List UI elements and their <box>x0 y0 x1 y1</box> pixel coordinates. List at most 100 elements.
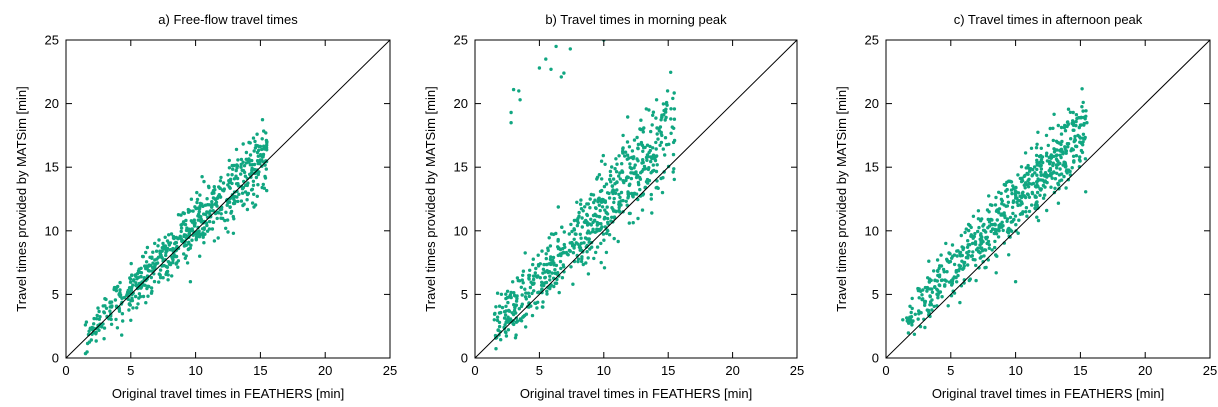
data-point <box>1012 186 1016 191</box>
data-point <box>527 294 531 299</box>
data-point <box>164 272 168 277</box>
data-point <box>1016 231 1020 235</box>
data-point <box>183 222 188 227</box>
data-point <box>925 285 930 290</box>
y-tick-label: 15 <box>865 160 879 175</box>
data-point <box>543 276 547 280</box>
data-point <box>240 191 245 195</box>
data-point <box>641 158 645 162</box>
data-point <box>521 314 526 319</box>
data-point <box>636 159 640 163</box>
data-point <box>139 275 143 279</box>
data-point <box>552 284 556 289</box>
data-point <box>974 248 979 252</box>
data-point <box>165 249 169 253</box>
data-point <box>549 255 553 259</box>
data-point <box>641 149 645 153</box>
data-point <box>626 191 631 195</box>
data-point <box>546 246 550 250</box>
data-point <box>970 254 974 258</box>
data-point <box>913 312 917 316</box>
data-point <box>950 279 955 283</box>
data-point <box>650 156 654 161</box>
data-point <box>617 200 622 205</box>
data-point <box>153 241 157 246</box>
data-point <box>141 254 145 259</box>
data-point <box>176 265 180 269</box>
data-point <box>987 194 991 198</box>
data-point <box>649 192 653 197</box>
data-point <box>577 210 581 215</box>
data-point <box>662 170 666 174</box>
data-point <box>243 174 248 178</box>
data-point <box>937 273 942 277</box>
data-point <box>256 183 260 187</box>
data-point <box>226 183 230 187</box>
data-point <box>1083 135 1087 140</box>
data-point <box>117 309 122 313</box>
data-point <box>630 149 635 153</box>
data-point <box>598 199 602 203</box>
data-point <box>1049 174 1053 178</box>
data-point <box>219 216 223 220</box>
data-point <box>994 195 998 200</box>
data-point <box>586 202 590 206</box>
data-point <box>1039 163 1043 168</box>
data-point <box>997 229 1001 233</box>
data-point <box>513 336 518 340</box>
data-point <box>166 260 171 264</box>
data-point <box>1060 139 1064 144</box>
data-point <box>627 221 631 225</box>
data-point <box>198 254 202 258</box>
data-point <box>197 229 201 233</box>
data-point <box>654 116 658 120</box>
data-point <box>1027 177 1031 181</box>
data-point <box>559 266 563 271</box>
data-point <box>1036 130 1040 134</box>
data-point <box>231 214 235 219</box>
data-point <box>957 269 961 273</box>
data-point <box>1041 183 1046 188</box>
data-point <box>544 57 548 61</box>
data-point <box>927 279 932 284</box>
data-point <box>603 200 608 204</box>
data-point <box>155 261 160 265</box>
data-point <box>202 226 206 230</box>
data-point <box>1008 215 1013 220</box>
data-point <box>184 243 188 247</box>
data-point <box>542 262 546 267</box>
data-point <box>963 230 967 235</box>
data-point <box>515 296 519 301</box>
x-tick-label: 25 <box>790 363 804 378</box>
data-point <box>999 225 1004 229</box>
data-point <box>1054 154 1058 158</box>
data-point <box>1040 155 1045 159</box>
data-point <box>556 237 560 242</box>
data-point <box>906 331 911 335</box>
data-point <box>624 199 628 203</box>
data-point <box>569 222 573 227</box>
data-point <box>1073 138 1078 142</box>
data-point <box>669 131 673 135</box>
x-tick-label: 20 <box>318 363 332 378</box>
data-point <box>515 294 519 298</box>
data-point <box>156 244 160 248</box>
data-point <box>232 201 237 206</box>
data-point <box>1070 166 1074 170</box>
data-point <box>910 306 914 311</box>
data-point <box>960 259 964 263</box>
data-point <box>636 146 640 150</box>
data-point <box>131 306 135 310</box>
data-point <box>605 228 609 232</box>
data-point <box>561 263 565 267</box>
data-point <box>939 253 943 257</box>
data-point <box>205 223 209 228</box>
data-point <box>638 127 642 131</box>
data-point <box>1064 186 1068 190</box>
data-point <box>113 298 118 302</box>
data-point <box>170 274 174 278</box>
data-point <box>540 280 544 284</box>
data-point <box>527 276 531 280</box>
data-point <box>976 209 981 213</box>
data-point <box>570 229 574 234</box>
